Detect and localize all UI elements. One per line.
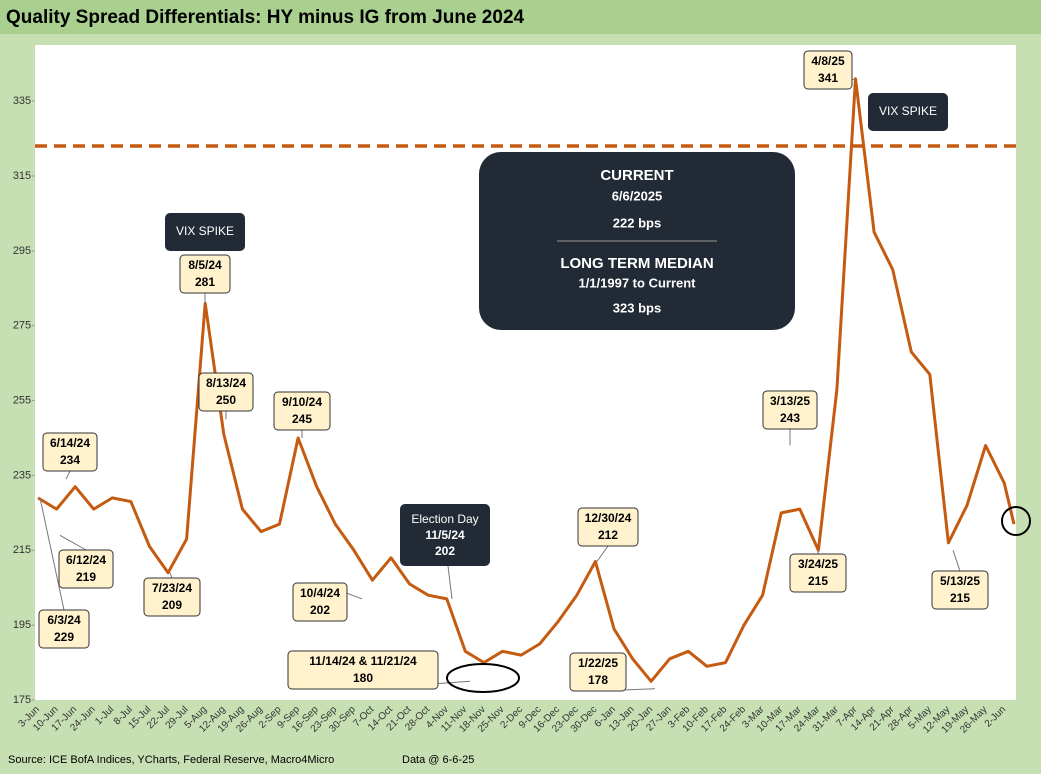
y-tick-label: 335: [13, 95, 31, 107]
vix-label: VIX SPIKE: [176, 224, 234, 238]
annotation-box: [762, 390, 818, 430]
annotation-date: 8/13/24: [206, 376, 246, 390]
info-text: 222 bps: [613, 215, 661, 230]
y-tick-label: 215: [13, 544, 31, 556]
annotation-value: 243: [780, 411, 800, 425]
election-text: 202: [435, 544, 455, 558]
annotation-date: 1/22/25: [578, 656, 618, 670]
info-text: 323 bps: [613, 300, 661, 315]
annotation-date: 5/13/25: [940, 574, 980, 588]
annotation-date: 6/3/24: [47, 613, 81, 627]
y-tick-label: 275: [13, 320, 31, 332]
info-text: LONG TERM MEDIAN: [560, 255, 713, 272]
leader-line: [169, 572, 173, 579]
annotation-value: 209: [162, 598, 182, 612]
data-date: Data @ 6-6-25: [402, 754, 474, 766]
election-text: 11/5/24: [425, 528, 465, 542]
annotation-date: 3/13/25: [770, 394, 810, 408]
y-tick-label: 255: [13, 394, 31, 406]
vix-box: [165, 213, 245, 251]
annotation-value: 234: [60, 453, 80, 467]
annotation-box: [273, 391, 331, 431]
vix-box: [868, 93, 948, 131]
leader-line: [65, 470, 71, 480]
annotation-value: 178: [588, 673, 608, 687]
highlight-circle: [1001, 506, 1031, 536]
annotation-value: 212: [598, 528, 618, 542]
annotation-date: 9/10/24: [282, 395, 322, 409]
leader-line: [59, 534, 87, 551]
annotation-value: 215: [950, 591, 970, 605]
annotation-date: 7/23/24: [152, 581, 192, 595]
vix-label: VIX SPIKE: [879, 104, 937, 118]
annotation-date: 11/14/24 & 11/21/24: [309, 654, 417, 668]
y-tick-label: 235: [13, 469, 31, 481]
annotation-value: 341: [818, 71, 838, 85]
annotation-value: 245: [292, 412, 312, 426]
title-bar: [0, 0, 1041, 34]
y-tick-label: 315: [13, 170, 31, 182]
annotation-value: 229: [54, 630, 74, 644]
annotation-box: [569, 652, 627, 692]
info-text: 1/1/1997 to Current: [578, 275, 696, 290]
highlight-ellipse: [446, 663, 520, 693]
annotation-value: 215: [808, 574, 828, 588]
annotation-date: 12/30/24: [585, 511, 632, 525]
leader-line: [39, 497, 65, 611]
annotation-date: 10/4/24: [300, 586, 340, 600]
annotation-box: [577, 507, 639, 547]
election-box: [400, 504, 490, 566]
annotation-value: 281: [195, 275, 215, 289]
annotation-box: [198, 372, 254, 412]
annotation-value: 180: [353, 671, 373, 685]
annotation-box: [179, 254, 231, 294]
annotation-date: 6/14/24: [50, 436, 90, 450]
annotation-value: 202: [310, 603, 330, 617]
annotation-value: 250: [216, 393, 236, 407]
info-text: CURRENT: [600, 167, 673, 184]
annotation-box: [38, 609, 90, 649]
y-tick-label: 295: [13, 245, 31, 257]
leader-line: [952, 550, 961, 572]
annotation-box: [287, 650, 439, 690]
annotation-box: [931, 570, 989, 610]
annotation-box: [803, 50, 853, 90]
annotation-date: 4/8/25: [811, 54, 845, 68]
spread-line: [37, 77, 1016, 683]
chart-title: Quality Spread Differentials: HY minus I…: [6, 7, 525, 28]
annotation-box: [292, 582, 348, 622]
annotation-box: [789, 553, 847, 593]
leader-line: [596, 545, 609, 562]
election-text: Election Day: [411, 512, 478, 526]
y-tick-label: 195: [13, 619, 31, 631]
annotation-box: [143, 577, 201, 617]
annotation-box: [42, 432, 98, 472]
annotation-value: 219: [76, 570, 96, 584]
y-tick-label: 175: [13, 694, 31, 706]
annotation-date: 3/24/25: [798, 557, 838, 571]
annotation-date: 8/5/24: [188, 258, 222, 272]
info-text: 6/6/2025: [612, 188, 663, 203]
leader-line: [447, 565, 453, 600]
annotation-date: 6/12/24: [66, 553, 106, 567]
annotation-box: [58, 549, 114, 589]
source: Source: ICE BofA Indices, YCharts, Feder…: [8, 754, 334, 766]
